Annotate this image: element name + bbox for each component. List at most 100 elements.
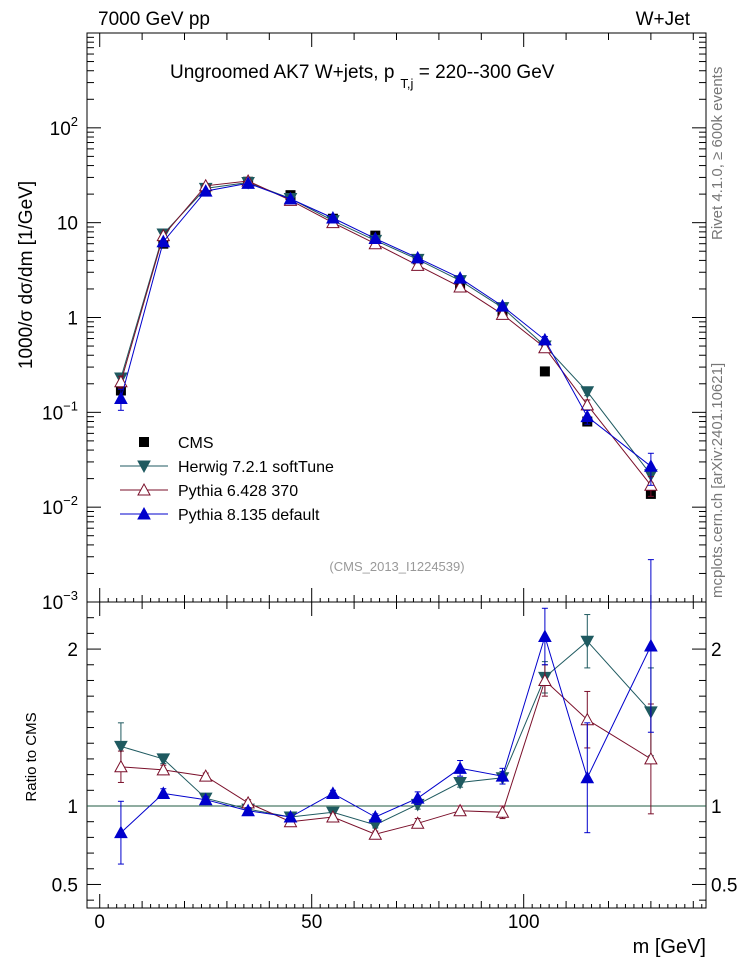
ratio-point-pythia-8-135-default-10	[538, 629, 552, 643]
series-line-herwig-7-2-1-softtune	[120, 181, 652, 476]
ratio-point-pythia-6-428-370-0	[114, 759, 128, 773]
legend-marker-cms	[139, 437, 149, 447]
ratio-point-pythia-6-428-370-8	[453, 803, 467, 817]
point-pythia-8-135-default-4	[283, 191, 298, 205]
x-axis-label: m [GeV]	[633, 936, 706, 958]
ratio-point-pythia-8-135-default-3	[241, 803, 255, 817]
ratio-tick-label-right-2: 2	[711, 640, 722, 661]
legend-label-cms: CMS	[178, 435, 214, 452]
ratio-tick-label-left-1: 1	[67, 797, 78, 818]
ratio-point-pythia-8-135-default-0	[114, 825, 128, 839]
ratio-point-pythia-6-428-370-10	[538, 673, 552, 686]
y-axis-label: 1000/σ dσ/dm [1/GeV]	[16, 181, 37, 369]
y-tick-base: 10	[57, 214, 78, 235]
point-pythia-8-135-default-5	[326, 210, 340, 224]
legend-marker-pythia-8-135-default	[137, 506, 151, 520]
ratio-line-pythia-6-428-370	[120, 679, 652, 835]
ratio-point-pythia-6-428-370-2	[198, 769, 213, 782]
y-tick-base: 10	[42, 498, 63, 519]
ratio-tick-label-left-2: 2	[67, 640, 78, 661]
y-tick-exp: −2	[63, 493, 78, 508]
point-pythia-8-135-default-10	[538, 332, 552, 346]
y-tick-base: 10	[42, 593, 63, 614]
plot-title: Ungroomed AK7 W+jets, p T,j = 220--300 Ge…	[170, 62, 555, 91]
mcplots-label: mcplots.cern.ch [arXiv:2401.10621]	[709, 363, 726, 598]
ratio-point-pythia-8-135-default-8	[453, 761, 467, 774]
legend-label-pythia-6-428-370: Pythia 6.428 370	[178, 483, 298, 500]
point-pythia-6-428-370-10	[538, 340, 552, 354]
ratio-point-pythia-8-135-default-2	[198, 792, 213, 806]
point-pythia-8-135-default-6	[368, 231, 383, 245]
ratio-point-pythia-8-135-default-12	[644, 638, 658, 652]
point-pythia-8-135-default-12	[644, 459, 658, 472]
point-pythia-8-135-default-1	[156, 234, 171, 248]
ratio-point-pythia-6-428-370-7	[410, 816, 425, 829]
ratio-point-pythia-8-135-default-11	[580, 770, 595, 784]
point-pythia-6-428-370-8	[453, 279, 467, 293]
title-main: Ungroomed AK7 W+jets, p	[170, 62, 394, 83]
point-pythia-8-135-default-9	[495, 299, 510, 312]
ratio-point-pythia-6-428-370-12	[644, 751, 658, 765]
y-tick-exp: 2	[71, 114, 78, 129]
y-tick-label-1: 10−2	[42, 493, 78, 519]
ratio-frame	[86, 601, 707, 909]
ratio-point-pythia-8-135-default-6	[368, 809, 383, 823]
y-tick-label-2: 10−1	[42, 398, 78, 424]
point-pythia-6-428-370-7	[410, 258, 425, 271]
header-right: W+Jet	[636, 9, 691, 30]
y-tick-label-3: 1	[67, 309, 78, 330]
ratio-panel: 0 50 100 0.5 0.5 1 1 2 2	[52, 559, 737, 933]
point-pythia-8-135-default-3	[241, 176, 255, 189]
ratio-line-herwig-7-2-1-softtune	[120, 640, 652, 826]
ratio-point-pythia-8-135-default-9	[495, 769, 510, 782]
title-sub: T,j	[400, 76, 413, 91]
point-pythia-8-135-default-2	[198, 184, 213, 197]
x-tick-label-0: 0	[94, 912, 105, 933]
legend-label-herwig-7-2-1-softtune: Herwig 7.2.1 softTune	[178, 459, 334, 476]
rivet-label: Rivet 4.1.0, ≥ 600k events	[709, 67, 726, 240]
ratio-point-herwig-7-2-1-softtune-8	[453, 776, 467, 790]
point-cms-10	[539, 366, 550, 377]
y-tick-base: 1	[67, 309, 78, 330]
point-pythia-6-428-370-9	[495, 307, 510, 320]
ratio-point-herwig-7-2-1-softtune-0	[114, 740, 128, 754]
header-left: 7000 GeV pp	[98, 9, 210, 30]
ratio-point-pythia-6-428-370-1	[156, 762, 171, 776]
ratio-point-pythia-6-428-370-9	[495, 805, 510, 818]
x-tick-label-1: 50	[301, 912, 322, 933]
ratio-point-pythia-6-428-370-5	[326, 809, 340, 823]
title-rest: = 220--300 GeV	[413, 62, 554, 83]
legend-marker-pythia-6-428-370	[137, 482, 151, 496]
x-tick-label-2: 100	[508, 912, 540, 933]
ratio-tick-label-right-1: 1	[711, 797, 722, 818]
series-line-pythia-8-135-default	[120, 182, 652, 467]
analysis-watermark: (CMS_2013_I1224539)	[329, 559, 464, 574]
point-pythia-8-135-default-11	[580, 409, 595, 423]
y-tick-label-0: 10−3	[42, 588, 78, 614]
ratio-point-herwig-7-2-1-softtune-11	[580, 635, 595, 649]
legend-label-pythia-8-135-default: Pythia 8.135 default	[178, 507, 320, 524]
ratio-point-pythia-8-135-default-1	[156, 786, 171, 799]
point-herwig-7-2-1-softtune-11	[580, 386, 595, 399]
ratio-point-herwig-7-2-1-softtune-1	[156, 753, 171, 766]
ratio-tick-label-right-0: 0.5	[711, 875, 737, 896]
legend-marker-herwig-7-2-1-softtune	[137, 460, 151, 474]
y-tick-base: 10	[50, 119, 71, 140]
point-pythia-8-135-default-8	[453, 271, 467, 284]
point-pythia-6-428-370-0	[114, 374, 128, 388]
y-tick-exp: −1	[63, 398, 78, 413]
y-tick-label-5: 102	[50, 114, 78, 140]
point-pythia-8-135-default-7	[410, 250, 425, 264]
y-tick-label-4: 10	[57, 214, 78, 235]
y-tick-base: 10	[42, 403, 63, 424]
ratio-point-pythia-8-135-default-5	[326, 786, 340, 799]
ratio-point-pythia-8-135-default-7	[410, 791, 425, 804]
ratio-point-pythia-8-135-default-4	[283, 809, 298, 823]
point-pythia-8-135-default-0	[114, 391, 128, 404]
ratio-tick-label-left-0: 0.5	[52, 875, 78, 896]
ratio-point-pythia-6-428-370-6	[368, 827, 383, 840]
legend: CMS Herwig 7.2.1 softTune Pythia 6.428 370…	[120, 435, 334, 524]
y-tick-exp: −3	[63, 588, 78, 603]
